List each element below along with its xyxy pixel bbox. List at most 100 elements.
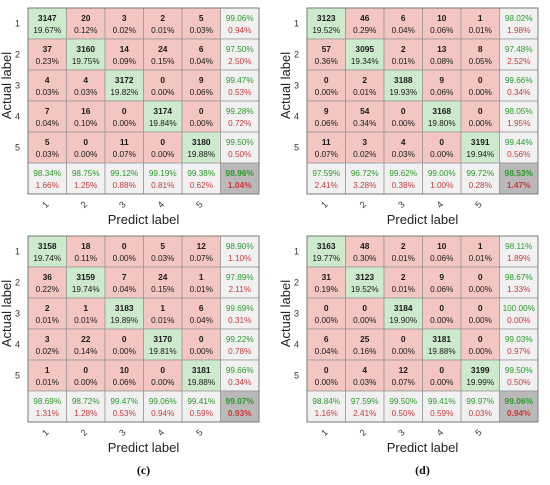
cell-count: 24: [158, 44, 168, 54]
row-correct-rate: 97.48%: [505, 45, 533, 54]
row-error-rate: 2.50%: [228, 57, 251, 66]
column-correct-rate: 97.59%: [351, 397, 379, 406]
off-diagonal-cell: [181, 100, 221, 133]
column-correct-rate: 99.62%: [389, 169, 417, 178]
cell-count: 5: [160, 241, 165, 251]
x-tick-label: 4: [435, 199, 446, 210]
total-accuracy-cell: [220, 162, 260, 195]
row-error-rate: 0.56%: [507, 150, 530, 159]
cell-count: 20: [81, 13, 91, 23]
row-error-rate: 1.98%: [507, 26, 530, 35]
column-error-rate: 3.28%: [353, 181, 376, 190]
cell-percent: 19.84%: [149, 119, 177, 128]
diagonal-cell: [460, 131, 500, 164]
cell-count: 6: [199, 303, 204, 313]
cell-count: 3123: [355, 272, 374, 282]
cell-percent: 0.01%: [353, 88, 376, 97]
row-correct-rate: 99.47%: [226, 76, 254, 85]
row-summary-cell: [220, 328, 260, 361]
total-error: 1.47%: [507, 180, 531, 190]
cell-count: 3168: [432, 106, 451, 116]
cell-percent: 0.12%: [74, 26, 97, 35]
cell-count: 3180: [192, 137, 211, 147]
cell-count: 0: [439, 365, 444, 375]
cell-count: 8: [478, 44, 483, 54]
cell-percent: 0.03%: [36, 88, 59, 97]
off-diagonal-cell: [383, 38, 423, 71]
off-diagonal-cell: [143, 235, 183, 268]
cell-percent: 0.06%: [430, 88, 453, 97]
cell-count: 9: [199, 75, 204, 85]
diagonal-cell: [143, 328, 183, 361]
off-diagonal-cell: [27, 100, 67, 133]
cell-count: 0: [83, 365, 88, 375]
cell-percent: 0.29%: [353, 26, 376, 35]
y-tick-label: 5: [294, 143, 299, 153]
cell-percent: 0.01%: [469, 26, 492, 35]
cell-count: 2: [401, 272, 406, 282]
cell-percent: 19.74%: [33, 254, 61, 263]
cell-count: 13: [437, 44, 447, 54]
row-correct-rate: 97.50%: [226, 45, 254, 54]
column-error-rate: 0.94%: [151, 409, 174, 418]
cell-percent: 0.14%: [74, 347, 97, 356]
cell-percent: 0.03%: [353, 378, 376, 387]
cell-count: 0: [324, 365, 329, 375]
cell-count: 3095: [355, 44, 374, 54]
row-error-rate: 0.94%: [228, 26, 251, 35]
cell-percent: 0.00%: [151, 150, 174, 159]
column-correct-rate: 99.41%: [428, 397, 456, 406]
cell-count: 11: [322, 137, 331, 147]
total-accuracy: 99.07%: [226, 396, 255, 406]
y-tick-label: 3: [15, 81, 20, 91]
cell-percent: 0.00%: [430, 378, 453, 387]
row-error-rate: 0.31%: [228, 316, 251, 325]
cell-percent: 0.03%: [74, 88, 97, 97]
total-error: 0.94%: [507, 408, 531, 418]
cell-percent: 0.00%: [392, 347, 415, 356]
cell-count: 2: [160, 13, 165, 23]
off-diagonal-cell: [460, 297, 500, 330]
column-summary-cell: [181, 390, 221, 423]
y-tick-label: 4: [15, 112, 20, 122]
cell-count: 11: [120, 137, 129, 147]
cell-count: 12: [399, 365, 409, 375]
x-tick-label: 5: [473, 427, 484, 438]
cell-count: 3: [45, 334, 50, 344]
off-diagonal-cell: [143, 69, 183, 102]
cell-count: 18: [81, 241, 91, 251]
cell-count: 0: [122, 334, 127, 344]
off-diagonal-cell: [345, 7, 385, 40]
cell-count: 1: [160, 303, 165, 313]
column-summary-cell: [383, 390, 423, 423]
cell-percent: 0.01%: [392, 254, 415, 263]
cell-count: 0: [401, 334, 406, 344]
off-diagonal-cell: [66, 69, 106, 102]
cell-count: 3199: [471, 365, 490, 375]
cell-count: 0: [199, 334, 204, 344]
confusion-matrix-2: 312319.52%460.29%60.04%100.06%10.01%98.0…: [278, 7, 539, 249]
cell-percent: 0.04%: [113, 285, 136, 294]
y-tick-label: 2: [294, 278, 299, 288]
cell-percent: 0.00%: [469, 285, 492, 294]
column-correct-rate: 99.06%: [149, 397, 177, 406]
cell-count: 9: [439, 272, 444, 282]
x-axis-label: Predict label: [387, 440, 459, 455]
cell-count: 3158: [38, 241, 57, 251]
cell-count: 57: [322, 44, 332, 54]
cell-count: 2: [401, 241, 406, 251]
column-error-rate: 0.59%: [190, 409, 213, 418]
cell-percent: 0.07%: [315, 150, 338, 159]
row-correct-rate: 98.02%: [505, 14, 533, 23]
cell-percent: 19.74%: [72, 285, 100, 294]
y-axis-label: Actual label: [278, 52, 293, 119]
cell-percent: 0.00%: [74, 378, 97, 387]
off-diagonal-cell: [383, 7, 423, 40]
cell-count: 4: [401, 137, 406, 147]
row-correct-rate: 99.69%: [226, 304, 254, 313]
off-diagonal-cell: [422, 131, 462, 164]
x-tick-label: 5: [194, 199, 205, 210]
x-tick-label: 1: [40, 427, 51, 438]
diagonal-cell: [181, 131, 221, 164]
row-error-rate: 0.00%: [507, 316, 530, 325]
